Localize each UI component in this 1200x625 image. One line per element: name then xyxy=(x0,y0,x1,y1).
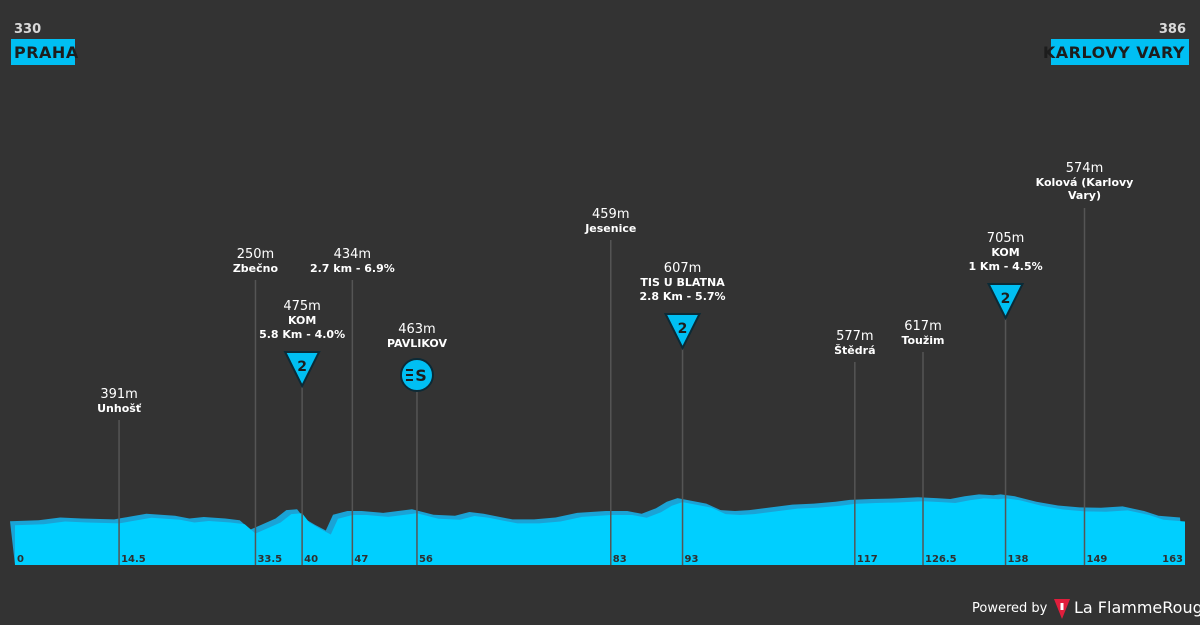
sprint-badge-icon xyxy=(399,358,434,392)
waypoint-altitude: 607m xyxy=(664,261,701,276)
waypoint-name: Zbečno xyxy=(233,262,279,275)
km-tick-label: 14.5 xyxy=(121,554,146,565)
waypoint-altitude: 463m xyxy=(398,322,435,337)
waypoint-name: PAVLIKOV xyxy=(387,337,448,350)
km-tick-label: 47 xyxy=(354,554,368,565)
start-altitude: 330 xyxy=(14,22,41,37)
climb-stats: 1 Km - 4.5% xyxy=(968,260,1042,273)
waypoint-name: Toužim xyxy=(901,334,944,347)
finish-city-badge xyxy=(1051,39,1189,65)
waypoint-name: Štědrá xyxy=(834,344,875,357)
waypoint-altitude: 434m xyxy=(334,247,371,262)
finish-altitude: 386 xyxy=(1159,22,1186,37)
km-tick-label: 83 xyxy=(613,554,627,565)
km-tick-label: 117 xyxy=(857,554,878,565)
km-tick-label: 163 xyxy=(1162,554,1183,565)
waypoint-name: Jesenice xyxy=(584,222,636,235)
waypoint-altitude: 577m xyxy=(836,329,873,344)
flamme-rouge-logo-icon xyxy=(1054,599,1070,619)
start-city-name: PRAHA xyxy=(14,43,79,62)
waypoint-name: Unhošť xyxy=(97,402,142,415)
kom-category: 2 xyxy=(297,359,307,375)
waypoint-altitude: 574m xyxy=(1066,161,1103,176)
elevation-profile xyxy=(10,494,1185,565)
km-tick-label: 33.5 xyxy=(257,554,282,565)
km-tick-label: 149 xyxy=(1087,554,1108,565)
waypoint-altitude: 250m xyxy=(237,247,274,262)
waypoint-name: KOM xyxy=(991,246,1019,259)
climb-stats: 2.7 km - 6.9% xyxy=(310,262,395,275)
waypoint-altitude: 705m xyxy=(987,231,1024,246)
kom-badge-icon xyxy=(986,283,1025,321)
km-tick-label: 56 xyxy=(419,554,433,565)
km-tick-label: 138 xyxy=(1008,554,1029,565)
profile-area xyxy=(15,498,1185,565)
kom-badge-icon xyxy=(283,351,321,389)
finish-city-name: KARLOVY VARY xyxy=(1043,43,1185,62)
kom-badge-icon xyxy=(663,313,702,351)
km-axis: 0 14.5 33.5 40 47 56 83 93 117 126.5 138 149 163 xyxy=(17,554,1183,565)
brand-name: La FlammeRouge xyxy=(1074,598,1200,617)
waypoint-altitude: 475m xyxy=(283,299,320,314)
waypoint-altitude: 391m xyxy=(100,387,137,402)
km-tick-label: 126.5 xyxy=(925,554,957,565)
waypoint-altitude: 617m xyxy=(904,319,941,334)
sprint-label: S xyxy=(415,366,427,385)
km-tick-label: 0 xyxy=(17,554,24,565)
climb-stats: 5.8 Km - 4.0% xyxy=(259,328,345,341)
waypoint-altitude: 459m xyxy=(592,207,629,222)
climb-stats: 2.8 Km - 5.7% xyxy=(640,290,726,303)
powered-by-text: Powered by xyxy=(972,601,1048,616)
kom-category: 2 xyxy=(678,321,688,337)
start-city-badge xyxy=(11,39,75,65)
waypoint-name: TIS U BLATNA xyxy=(640,276,725,289)
km-tick-label: 93 xyxy=(685,554,699,565)
km-tick-label: 40 xyxy=(304,554,318,565)
waypoint-name: Kolová (Karlovy Vary) xyxy=(1036,176,1134,202)
waypoint-name: KOM xyxy=(288,314,316,327)
kom-category: 2 xyxy=(1001,291,1011,307)
